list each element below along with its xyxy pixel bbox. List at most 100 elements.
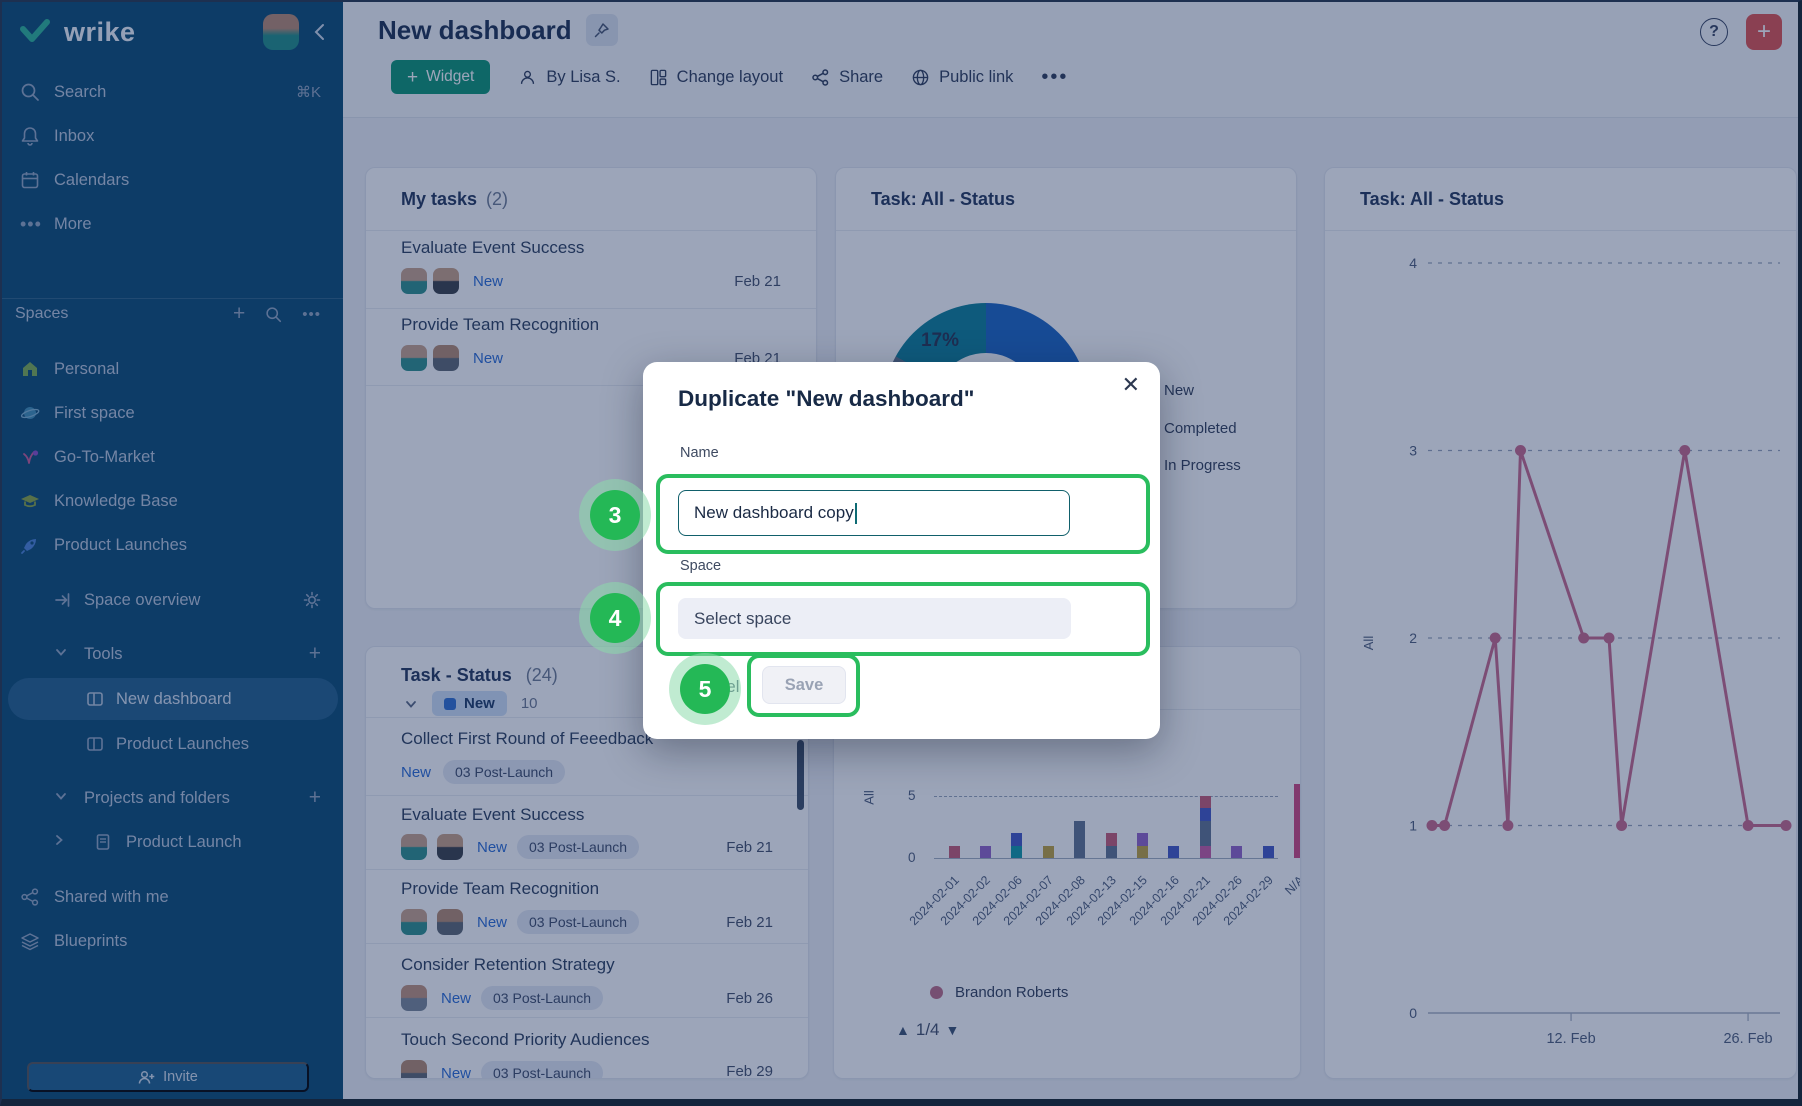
task-title[interactable]: Consider Retention Strategy: [401, 955, 615, 974]
bar-segment[interactable]: [1011, 845, 1023, 858]
scrollbar-thumb[interactable]: [797, 740, 804, 810]
annotation-box-name-field: [656, 474, 1150, 554]
pin-icon[interactable]: [585, 14, 618, 46]
planet-icon: [20, 403, 40, 423]
sidebar-item-search[interactable]: Search ⌘K: [2, 72, 343, 112]
bar-segment[interactable]: [1042, 845, 1054, 858]
task-title[interactable]: Collect First Round of Feeedback: [401, 729, 654, 748]
task-title[interactable]: Provide Team Recognition: [401, 315, 600, 334]
sidebar-space-go-to-market[interactable]: Go-To-Market: [2, 437, 343, 477]
bar-segment[interactable]: [1199, 796, 1211, 809]
project-label: Product Launch: [126, 832, 242, 851]
task-meta-row: New: [401, 268, 503, 294]
add-space-icon[interactable]: +: [232, 302, 246, 325]
project-tag[interactable]: 03 Post-Launch: [517, 835, 640, 859]
help-button[interactable]: ?: [1700, 18, 1728, 46]
change-layout-button[interactable]: Change layout: [649, 68, 783, 87]
wrike-logo-check-icon: [20, 19, 50, 45]
bar-segment[interactable]: [1231, 845, 1243, 858]
bar-segment[interactable]: [1136, 845, 1148, 858]
user-avatar[interactable]: [263, 14, 299, 50]
space-select[interactable]: Select space: [678, 598, 1071, 639]
invite-button[interactable]: Invite: [27, 1062, 309, 1092]
sidebar-item-new-dashboard[interactable]: New dashboard: [2, 679, 343, 719]
project-tag[interactable]: 03 Post-Launch: [481, 1061, 604, 1078]
text-cursor: [854, 502, 857, 524]
save-button[interactable]: Save: [762, 666, 846, 704]
bar-segment[interactable]: [1262, 845, 1274, 858]
add-widget-button[interactable]: + Widget: [391, 60, 491, 94]
bar-segment[interactable]: [1199, 808, 1211, 821]
sidebar-space-personal[interactable]: Personal: [2, 349, 343, 389]
page-down-icon[interactable]: ▼: [945, 1022, 960, 1038]
share-button[interactable]: Share: [811, 68, 883, 87]
bar-segment[interactable]: [1293, 783, 1300, 858]
group-row[interactable]: New 10: [404, 691, 538, 716]
legend-item[interactable]: Brandon Roberts: [930, 984, 1068, 1001]
close-icon[interactable]: ✕: [1121, 372, 1140, 397]
avatar: [401, 1060, 427, 1078]
widget-count: (24): [525, 665, 558, 685]
bar-segment[interactable]: [1105, 833, 1117, 846]
svg-text:1: 1: [1409, 818, 1417, 834]
bar-segment[interactable]: [1168, 845, 1180, 858]
sidebar-item-more[interactable]: ••• More: [2, 204, 343, 244]
sidebar-group-tools[interactable]: Tools +: [2, 634, 343, 674]
status-link[interactable]: New: [477, 838, 508, 856]
avatar: [401, 909, 427, 935]
sidebar-item-inbox[interactable]: Inbox: [2, 116, 343, 156]
bar-segment[interactable]: [1011, 833, 1023, 846]
line-chart-svg[interactable]: 0 1 2 3 4 12. Feb 26. Feb All: [1325, 168, 1796, 1078]
sidebar-space-knowledge-base[interactable]: Knowledge Base: [2, 481, 343, 521]
collapse-sidebar-icon[interactable]: [313, 23, 325, 41]
gear-icon[interactable]: [303, 591, 321, 609]
project-tag[interactable]: 03 Post-Launch: [517, 910, 640, 934]
task-title[interactable]: Provide Team Recognition: [401, 879, 600, 898]
bar-chart-plot[interactable]: All 5 0 2024-02-01 2024-02-02 2024-02-06 20…: [834, 647, 1300, 1078]
name-input[interactable]: New dashboard copy: [678, 490, 1070, 536]
bar-segment[interactable]: [1199, 845, 1211, 858]
sidebar-item-calendars[interactable]: Calendars: [2, 160, 343, 200]
bar-segment[interactable]: [1136, 833, 1148, 846]
sidebar-space-first-space[interactable]: First space: [2, 393, 343, 433]
layout-icon: [650, 69, 666, 85]
spaces-more-icon[interactable]: •••: [302, 305, 321, 323]
more-actions-icon[interactable]: •••: [1041, 65, 1069, 88]
status-link[interactable]: New: [441, 1064, 472, 1079]
bar-segment[interactable]: [1105, 845, 1117, 858]
status-link[interactable]: New: [473, 349, 504, 367]
status-link[interactable]: New: [401, 763, 432, 781]
status-link[interactable]: New: [441, 989, 472, 1007]
sidebar-item-shared-with-me[interactable]: Shared with me: [2, 877, 343, 917]
project-tag[interactable]: 03 Post-Launch: [481, 986, 604, 1010]
sidebar-group-projects-and-folders[interactable]: Projects and folders +: [2, 778, 343, 818]
bar-segment[interactable]: [1199, 820, 1211, 846]
task-title[interactable]: Touch Second Priority Audiences: [401, 1030, 650, 1049]
sidebar-space-product-launches[interactable]: Product Launches: [2, 525, 343, 565]
author-button[interactable]: By Lisa S.: [518, 68, 621, 87]
status-link[interactable]: New: [477, 913, 508, 931]
group-status-pill[interactable]: New: [432, 691, 507, 716]
bar-segment[interactable]: [948, 845, 960, 858]
project-tag[interactable]: 03 Post-Launch: [443, 760, 566, 784]
sidebar-item-space-overview[interactable]: Space overview: [2, 580, 343, 620]
search-spaces-icon[interactable]: [265, 306, 282, 323]
task-meta-row: New 03 Post-Launch: [401, 1060, 604, 1079]
sidebar-item-blueprints[interactable]: Blueprints: [2, 921, 343, 961]
task-title[interactable]: Evaluate Event Success: [401, 805, 585, 824]
sidebar-item-product-launch[interactable]: Product Launch: [2, 822, 343, 862]
bar-segment[interactable]: [979, 845, 991, 858]
sidebar-item-product-launches-dashboard[interactable]: Product Launches: [2, 724, 343, 764]
page-up-icon[interactable]: ▲: [896, 1022, 910, 1038]
widget-status-line: Task: All - Status 0 1 2 3 4 12. Feb 26. Feb Al…: [1324, 167, 1797, 1079]
status-link[interactable]: New: [473, 272, 504, 290]
task-title[interactable]: Evaluate Event Success: [401, 238, 585, 257]
create-button[interactable]: +: [1746, 14, 1782, 50]
task-meta-row: New 03 Post-Launch: [401, 834, 640, 860]
add-project-icon[interactable]: +: [308, 786, 321, 809]
bar-segment[interactable]: [1074, 820, 1086, 858]
page-title: New dashboard: [378, 14, 618, 46]
add-tool-icon[interactable]: +: [308, 642, 321, 665]
public-link-button[interactable]: Public link: [911, 68, 1013, 87]
